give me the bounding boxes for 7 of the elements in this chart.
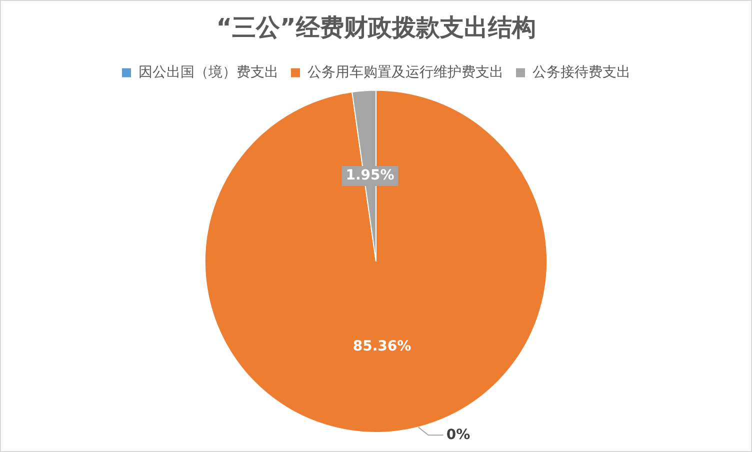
legend-label: 公务接待费支出 [532,64,630,80]
legend-label: 公务用车购置及运行维护费支出 [308,64,504,80]
text: 0% [446,426,470,443]
data-label: 1.95% [346,168,394,184]
chart-title: “三公”经费财政拨款支出结构 [216,14,536,42]
legend-label: 因公出国（境）费支出 [138,64,278,80]
data-label: 85.36% [352,338,412,354]
